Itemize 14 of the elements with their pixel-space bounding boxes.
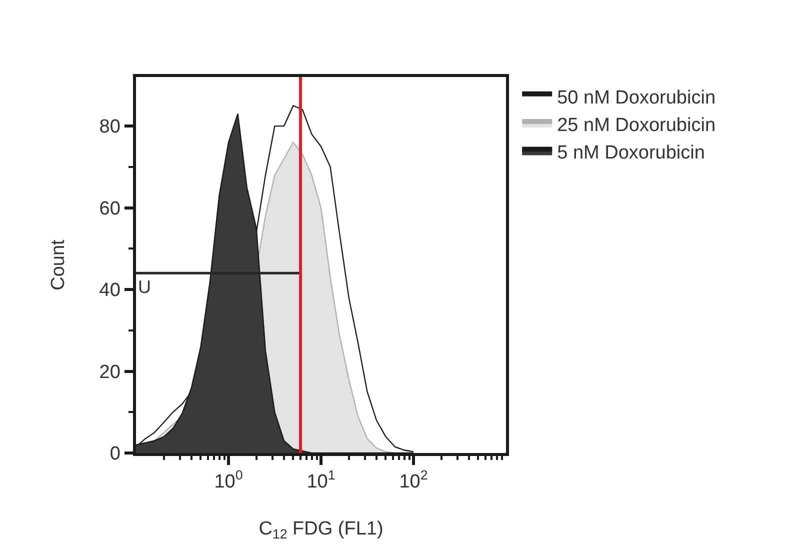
x-axis-title: C$_{12}$ FDG (FL1)	[258, 518, 384, 542]
y-tick-label: 40	[99, 280, 120, 302]
x-tick-label: 10$^{1}$	[306, 468, 336, 493]
y-axis-title: Count	[48, 238, 70, 290]
legend-label: U	[138, 277, 151, 297]
y-tick-label: 20	[99, 362, 120, 383]
x-tick-label: 10$^{0}$	[214, 468, 243, 493]
legend-label: 50 nM Doxorubicin	[557, 87, 716, 108]
y-tick-label: 80	[99, 116, 120, 138]
x-tick-label: 10$^{2}$	[399, 468, 428, 493]
y-tick-label: 0	[110, 444, 120, 465]
legend-label: 5 nM Doxorubicin	[557, 142, 705, 164]
y-tick-label: 60	[99, 198, 120, 220]
legend-label: 25 nM Doxorubicin	[557, 114, 716, 136]
